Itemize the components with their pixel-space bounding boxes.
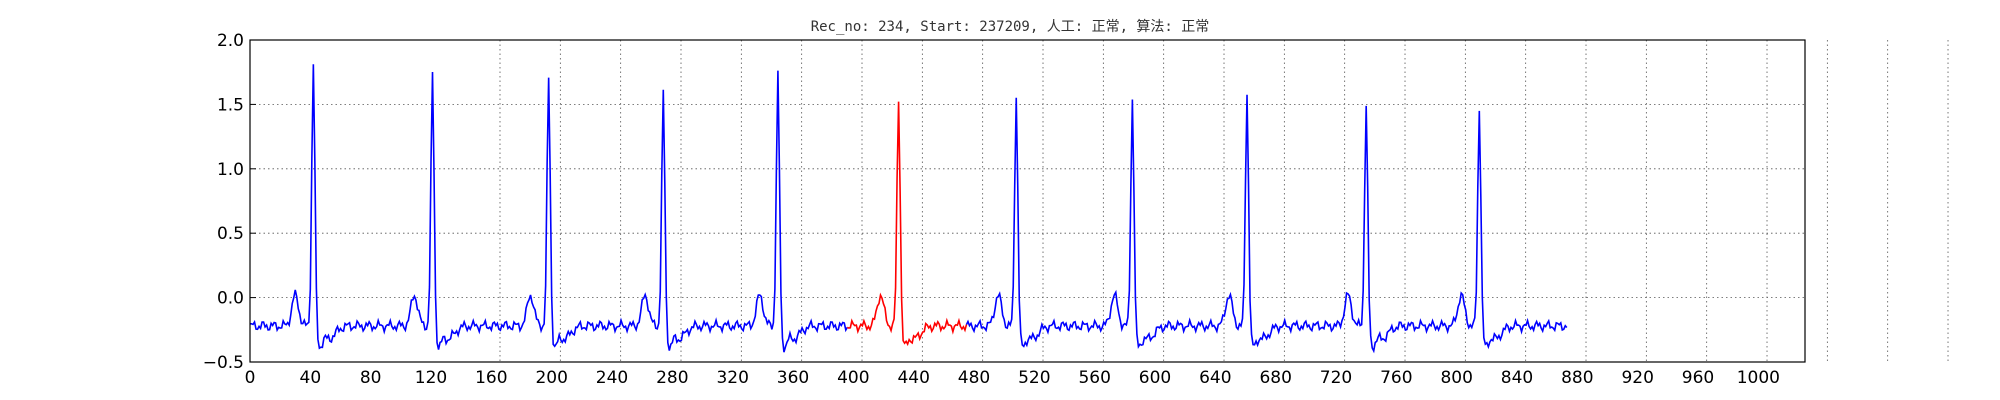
x-tick-label-10: 400: [837, 368, 869, 388]
ecg-trace-before: [249, 64, 849, 353]
x-tick-label-18: 720: [1320, 368, 1352, 388]
x-tick-label-16: 640: [1199, 368, 1231, 388]
x-tick-label-2: 80: [360, 368, 382, 388]
x-tick-label-20: 800: [1440, 368, 1472, 388]
y-tick-label-5: 2.0: [217, 31, 244, 51]
x-tick-label-1: 40: [300, 368, 322, 388]
x-tick-label-3: 120: [415, 368, 447, 388]
x-tick-label-9: 360: [777, 368, 809, 388]
grid: [250, 39, 1949, 363]
x-tick-label-14: 560: [1078, 368, 1110, 388]
x-tick-label-23: 920: [1621, 368, 1653, 388]
x-axis: 0 40 80 120 160 200 240 280 320 360 400 440 480 520 56…: [245, 368, 1780, 388]
y-tick-label-0: −0.5: [203, 353, 244, 373]
y-tick-label-2: 0.5: [217, 224, 244, 244]
x-tick-label-8: 320: [716, 368, 748, 388]
y-axis: −0.5 0.0 0.5 1.0 1.5 2.0: [203, 31, 256, 373]
x-tick-label-17: 680: [1259, 368, 1291, 388]
x-tick-label-7: 280: [656, 368, 688, 388]
x-tick-label-25: 1000: [1737, 368, 1780, 388]
x-tick-label-4: 160: [475, 368, 507, 388]
x-tick-label-21: 840: [1501, 368, 1533, 388]
ecg-trace-highlight: [846, 101, 968, 347]
x-tick-label-13: 520: [1018, 368, 1050, 388]
series-group: [249, 64, 1568, 354]
x-tick-label-22: 880: [1561, 368, 1593, 388]
x-tick-label-15: 600: [1139, 368, 1171, 388]
x-tick-label-12: 480: [958, 368, 990, 388]
x-tick-label-0: 0: [245, 368, 256, 388]
chart-title: Rec_no: 234, Start: 237209, 人工: 正常, 算法: …: [811, 19, 1210, 35]
x-tick-label-11: 440: [897, 368, 929, 388]
x-tick-label-19: 760: [1380, 368, 1412, 388]
y-tick-label-1: 0.0: [217, 289, 244, 309]
x-tick-label-5: 200: [535, 368, 567, 388]
y-tick-label-3: 1.0: [217, 160, 244, 180]
x-tick-label-24: 960: [1682, 368, 1714, 388]
x-tick-label-6: 240: [596, 368, 628, 388]
y-tick-label-4: 1.5: [217, 95, 244, 115]
ecg-trace-after: [965, 94, 1568, 354]
plot-frame: [249, 39, 1806, 363]
